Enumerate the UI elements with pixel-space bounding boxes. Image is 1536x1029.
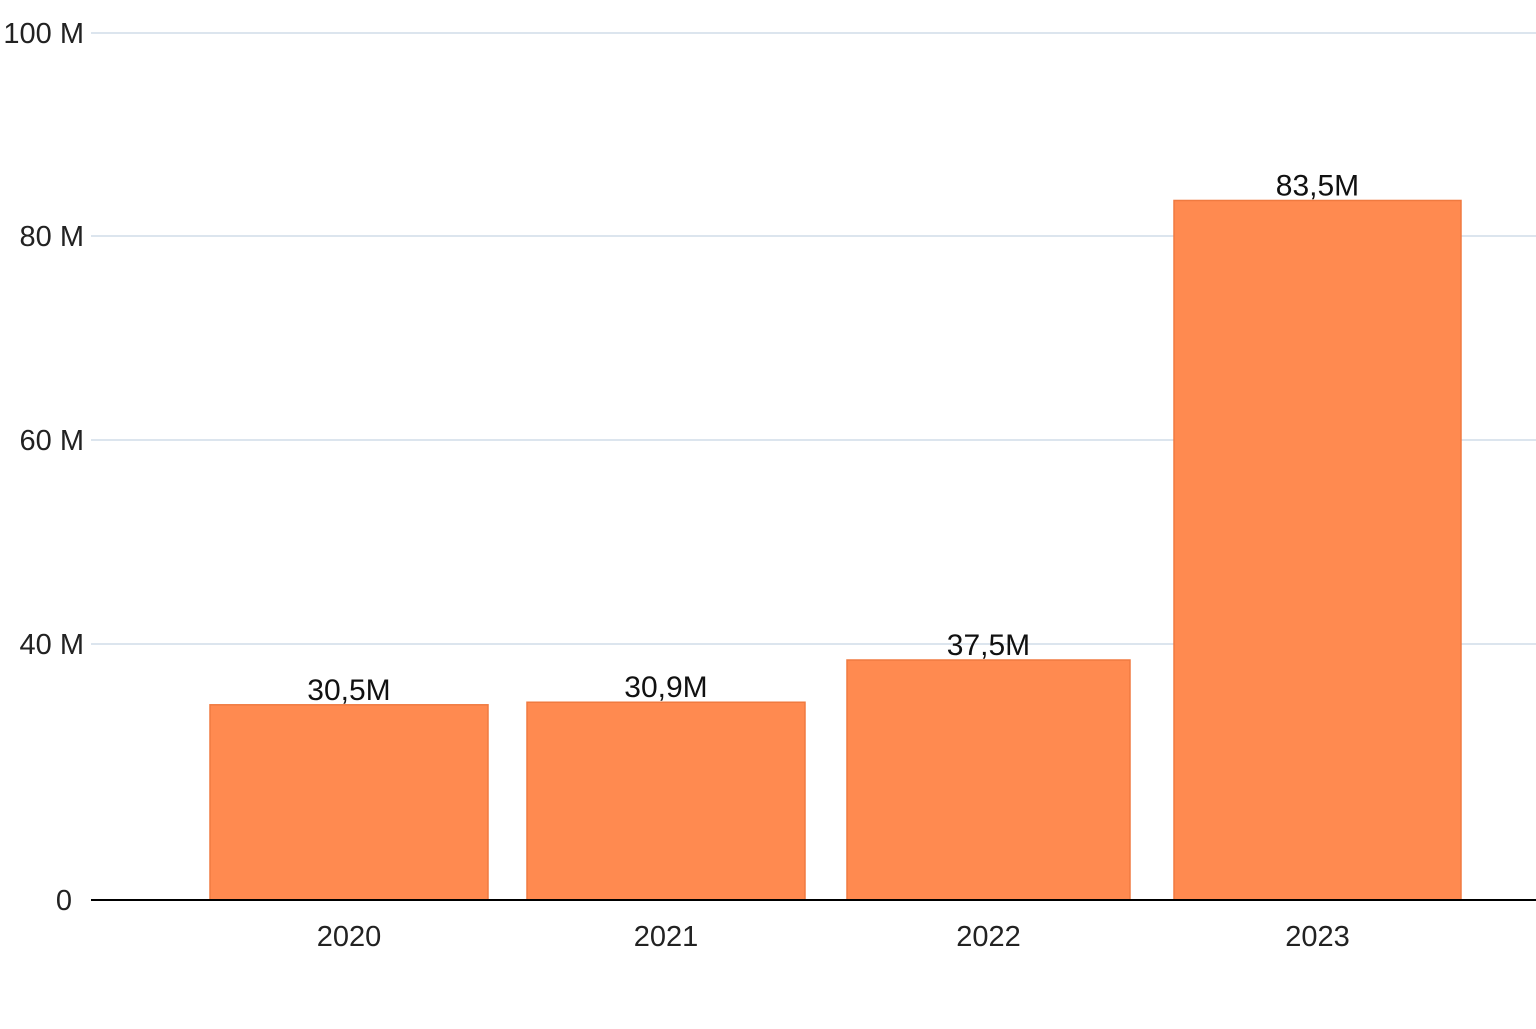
bars bbox=[209, 199, 1462, 901]
bar-2022 bbox=[846, 659, 1131, 901]
y-tick-label: 0 bbox=[56, 885, 72, 917]
bar-2020 bbox=[209, 704, 489, 901]
y-tick-label: 60 M bbox=[20, 425, 84, 457]
y-axis-ticks: 0 40 M 60 M 80 M 100 M bbox=[3, 18, 84, 917]
y-tick-label: 100 M bbox=[3, 18, 84, 50]
y-tick-label: 80 M bbox=[20, 221, 84, 253]
data-label: 30,5M bbox=[307, 674, 390, 707]
bar-2021 bbox=[526, 701, 806, 901]
y-tick-label: 40 M bbox=[20, 629, 84, 661]
data-label: 83,5M bbox=[1276, 169, 1359, 202]
data-labels: 30,5M 30,9M 37,5M 83,5M bbox=[307, 169, 1359, 706]
bar-2023 bbox=[1173, 199, 1462, 901]
x-axis-ticks: 2020 2021 2022 2023 bbox=[317, 921, 1350, 953]
data-label: 30,9M bbox=[624, 671, 707, 704]
data-label: 37,5M bbox=[947, 629, 1030, 662]
x-tick-label: 2020 bbox=[317, 921, 382, 953]
x-tick-label: 2021 bbox=[634, 921, 699, 953]
x-tick-label: 2023 bbox=[1285, 921, 1350, 953]
x-tick-label: 2022 bbox=[956, 921, 1021, 953]
